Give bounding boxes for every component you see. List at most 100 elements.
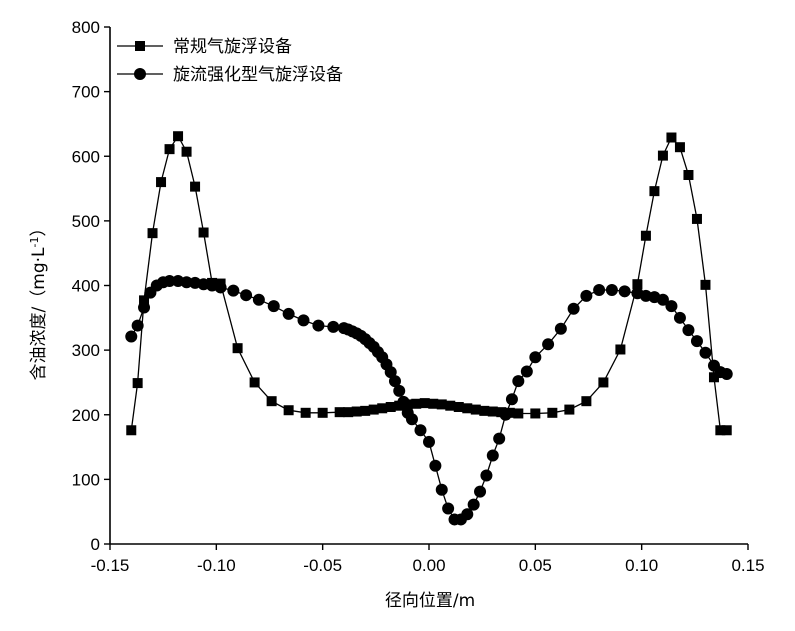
circle-marker (327, 320, 340, 333)
y-tick-label: 300 (72, 341, 100, 360)
x-tick-label: 0.15 (731, 556, 764, 575)
square-marker (132, 378, 143, 389)
square-marker (640, 230, 651, 241)
circle-marker (240, 289, 253, 302)
square-marker (700, 279, 711, 290)
square-marker (249, 377, 260, 388)
square-marker (708, 372, 719, 383)
circle-marker (567, 302, 580, 315)
circle-marker (499, 408, 512, 421)
square-marker (283, 405, 294, 416)
square-marker (691, 213, 702, 224)
x-tick-label: 0.10 (625, 556, 658, 575)
circle-marker (520, 365, 533, 378)
circle-marker (163, 274, 176, 287)
square-marker (436, 399, 447, 410)
circle-marker (297, 314, 310, 327)
square-marker (419, 398, 430, 409)
square-marker (181, 146, 192, 157)
square-marker (530, 408, 541, 419)
square-marker (581, 396, 592, 407)
circle-marker (605, 284, 618, 297)
y-tick-label: 500 (72, 212, 100, 231)
circle-marker (529, 351, 542, 364)
square-marker (683, 169, 694, 180)
y-axis-ticks: 0 100 200 300 400 500 600 700 800 (72, 18, 110, 554)
legend-label-conventional: 常规气旋浮设备 (173, 37, 292, 57)
legend: 常规气旋浮设备 旋流强化型气旋浮设备 (117, 37, 343, 85)
circle-marker (414, 424, 427, 437)
circle-marker (312, 319, 325, 332)
y-tick-label: 700 (72, 83, 100, 102)
x-axis-title: 径向位置/m (385, 591, 475, 611)
circle-marker (656, 293, 669, 306)
y-axis-title-close: ） (29, 220, 49, 237)
square-marker (343, 407, 354, 418)
x-tick-label: -0.15 (91, 556, 130, 575)
legend-item-conventional: 常规气旋浮设备 (117, 37, 292, 57)
circle-marker (512, 375, 525, 388)
circle-marker (461, 508, 474, 521)
square-marker (674, 142, 685, 153)
square-marker (462, 403, 473, 414)
square-marker (198, 227, 209, 238)
circle-marker (131, 319, 144, 332)
legend-square-marker (135, 41, 145, 51)
y-axis-title-superscript: -1 (28, 237, 41, 248)
square-marker (232, 343, 243, 354)
circle-marker (423, 435, 435, 448)
circle-marker (505, 393, 518, 406)
legend-item-swirl-enhanced: 旋流强化型气旋浮设备 (117, 65, 343, 85)
square-marker (368, 404, 379, 415)
square-marker (139, 295, 150, 306)
square-marker (513, 408, 524, 419)
square-marker (564, 404, 575, 415)
x-tick-label: -0.05 (303, 556, 342, 575)
circle-marker (442, 502, 455, 515)
square-marker (173, 131, 184, 142)
square-marker (445, 400, 456, 411)
square-marker (377, 403, 388, 414)
series-circle (125, 274, 733, 526)
y-axis-title: 含油浓度/（mg·L-1） (28, 220, 49, 381)
circle-marker (593, 284, 606, 297)
square-marker (598, 377, 609, 388)
circle-marker (580, 289, 593, 302)
square-marker (428, 398, 439, 409)
square-marker (547, 407, 558, 418)
circle-marker (397, 395, 410, 408)
y-tick-label: 400 (72, 277, 100, 296)
circle-marker (665, 300, 678, 313)
square-marker (126, 425, 137, 436)
x-tick-label: 0.00 (412, 556, 445, 575)
y-tick-label: 200 (72, 406, 100, 425)
circle-marker (480, 469, 493, 482)
circle-marker (720, 368, 733, 381)
square-marker (351, 406, 362, 417)
legend-label-swirl-enhanced: 旋流强化型气旋浮设备 (173, 65, 343, 85)
y-tick-label: 800 (72, 18, 100, 37)
circle-marker (125, 330, 138, 343)
circle-marker (682, 324, 695, 337)
circle-marker (618, 285, 631, 298)
x-tick-label: 0.05 (519, 556, 552, 575)
circle-marker (690, 335, 703, 348)
circle-marker (138, 301, 151, 314)
square-marker (360, 405, 371, 416)
circle-marker (214, 281, 227, 294)
y-tick-label: 100 (72, 470, 100, 489)
x-tick-label: -0.10 (197, 556, 236, 575)
circle-marker (554, 322, 567, 335)
circle-marker (435, 483, 448, 496)
circle-marker (405, 413, 418, 426)
x-axis-ticks: -0.15 -0.10 -0.05 0.00 0.05 0.10 0.15 (91, 544, 765, 575)
circle-marker (393, 384, 406, 397)
y-tick-label: 0 (91, 535, 100, 554)
circle-marker (542, 338, 555, 351)
square-marker (190, 181, 201, 192)
circle-marker (252, 293, 265, 306)
circle-marker (474, 485, 487, 498)
circle-marker (493, 432, 506, 445)
square-marker (479, 405, 490, 416)
square-marker (470, 404, 481, 415)
